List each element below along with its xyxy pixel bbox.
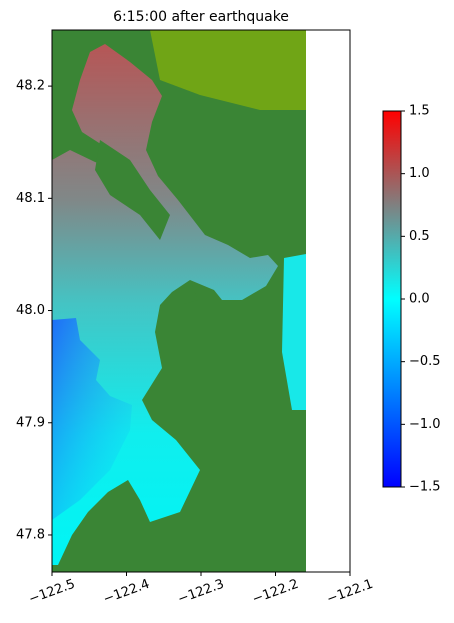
y-tick-label: 48.1: [16, 191, 45, 206]
y-tick-label: 48.2: [16, 79, 45, 94]
x-tick-label: −122.4: [101, 577, 151, 608]
colorbar: [382, 110, 402, 488]
colorbar-tick-label: 0.0: [409, 292, 430, 307]
colorbar-tick-label: 0.5: [409, 229, 430, 244]
field: [52, 30, 306, 572]
colorbar-tick-label: 1.0: [409, 166, 430, 181]
y-tick-label: 47.9: [16, 415, 45, 430]
colorbar-tick-label: 1.5: [409, 104, 430, 119]
colorbar-tick-label: −1.5: [409, 480, 441, 495]
x-tick-label: −122.2: [250, 577, 300, 608]
colorbar-tick-label: −0.5: [409, 354, 441, 369]
y-tick-label: 48.0: [16, 303, 45, 318]
x-tick-label: −122.5: [27, 577, 77, 608]
y-tick-label: 47.8: [16, 527, 45, 542]
colorbar-tick-label: −1.0: [409, 417, 441, 432]
x-tick-label: −122.1: [325, 577, 375, 608]
chart-title: 6:15:00 after earthquake: [113, 9, 289, 25]
x-tick-label: −122.3: [176, 577, 226, 608]
